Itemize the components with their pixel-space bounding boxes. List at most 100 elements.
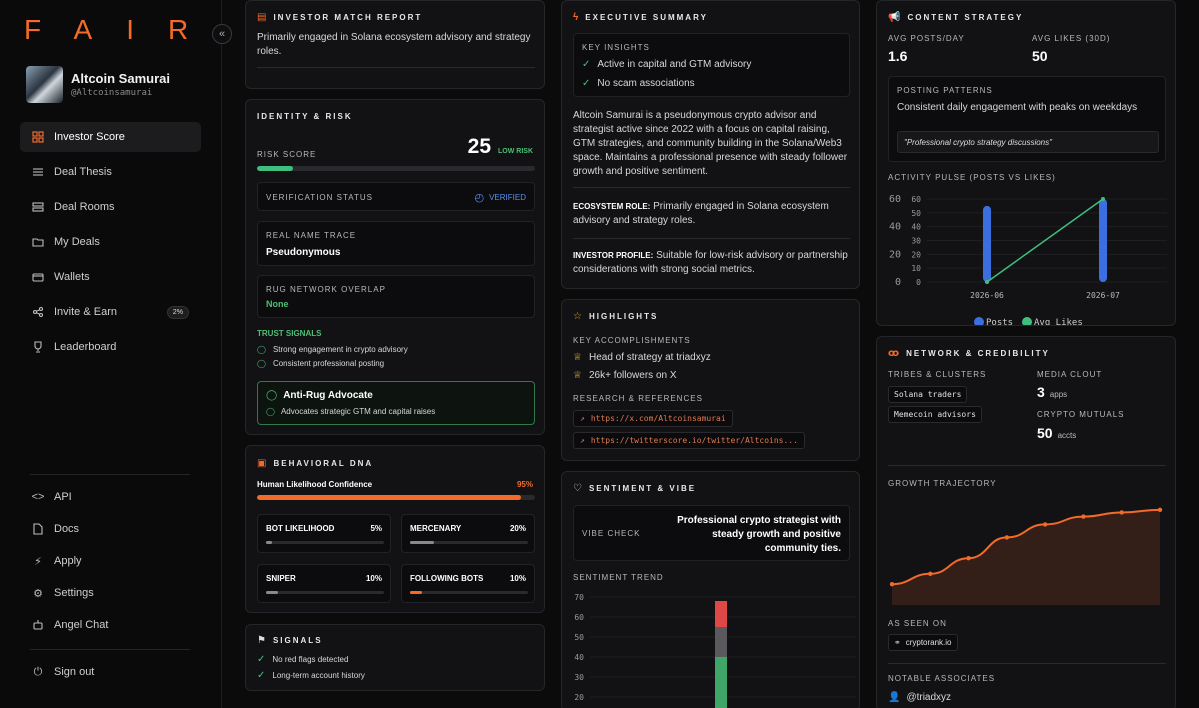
metric-bar — [410, 541, 528, 544]
panel-title: ♡ SENTIMENT & VIBE — [573, 483, 697, 494]
metric-label: SNIPER — [266, 574, 296, 583]
real-name-box: REAL NAME TRACE Pseudonymous — [257, 221, 535, 266]
nav-settings[interactable]: ⚙ Settings — [20, 578, 201, 608]
sliders-icon — [31, 165, 45, 179]
star-icon: ☆ — [573, 311, 582, 322]
nav-label: API — [54, 491, 72, 503]
key-insights-box: KEY INSIGHTS ✓ Active in capital and GTM … — [573, 33, 850, 97]
behavior-metric-card: MERCENARY 20% — [401, 514, 535, 553]
collapse-sidebar-button[interactable]: « — [212, 24, 232, 44]
panel-title: ꝏ NETWORK & CREDIBILITY — [888, 348, 1050, 359]
signal-item: ✓ No red flags detected — [257, 654, 349, 665]
metric-label: BOT LIKELIHOOD — [266, 524, 335, 533]
y-tick-label-left: 40 — [889, 222, 901, 233]
signout-button[interactable]: ⏻ Sign out — [20, 657, 201, 687]
legend-likes-swatch — [1022, 317, 1032, 325]
panel-title: IDENTITY & RISK — [257, 112, 353, 121]
vibe-check-box: VIBE CHECK Professional crypto strategis… — [573, 505, 850, 561]
associate-item[interactable]: 👤 @triadxyz — [888, 692, 952, 703]
nav-label: Leaderboard — [54, 341, 117, 353]
anti-rug-text: ◯ Advocates strategic GTM and capital rai… — [266, 407, 436, 416]
posts-bar — [983, 205, 991, 282]
nav-deal-thesis[interactable]: Deal Thesis — [20, 157, 201, 187]
clout-unit: apps — [1049, 390, 1068, 399]
tribe-chip[interactable]: Memecoin advisors — [888, 406, 982, 423]
power-icon: ⏻ — [33, 665, 43, 678]
reference-link[interactable]: ↗ https://x.com/Altcoinsamurai — [573, 410, 733, 427]
fair-logo[interactable]: FAIR — [24, 14, 223, 45]
real-name-label: REAL NAME TRACE — [266, 231, 357, 240]
growth-point — [1042, 522, 1048, 527]
vibe-label: VIBE CHECK — [582, 529, 641, 538]
gear-icon: ⚙ — [33, 587, 43, 600]
growth-point — [966, 556, 971, 561]
megaphone-icon: 📢 — [888, 12, 901, 23]
investor-profile: INVESTOR PROFILE: Suitable for low-risk … — [573, 250, 848, 275]
profile-handle: @Altcoinsamurai — [71, 88, 153, 98]
nav-investor-score[interactable]: Investor Score — [20, 122, 201, 152]
clout-value: 3 — [1037, 384, 1045, 400]
divider — [573, 238, 850, 239]
trust-signal-item: ◯ Consistent professional posting — [257, 359, 385, 368]
growth-point — [1081, 514, 1086, 519]
verified-icon: ◴ — [474, 192, 485, 204]
nav-label: Wallets — [54, 271, 90, 283]
nav-label: Angel Chat — [54, 619, 109, 631]
growth-area — [892, 509, 1160, 605]
signal-item: ✓ Long-term account history — [257, 670, 365, 681]
nav-apply[interactable]: ⚡ Apply — [20, 546, 201, 576]
nav-my-deals[interactable]: My Deals — [20, 227, 201, 257]
seen-on-chip[interactable]: ⚭ cryptorank.io — [888, 634, 958, 651]
patterns-text: Consistent daily engagement with peaks o… — [897, 102, 1138, 113]
check-icon: ✓ — [257, 654, 266, 665]
nav-label: Deal Thesis — [54, 166, 112, 178]
metric-label: FOLLOWING BOTS — [410, 574, 484, 583]
mutuals: 50 accts — [1037, 425, 1076, 441]
y-tick-label-left: 0 — [895, 277, 901, 288]
report-icon: ▤ — [257, 12, 267, 23]
metric-bar-fill — [266, 591, 278, 594]
nav-wallets[interactable]: Wallets — [20, 262, 201, 292]
mutuals-label: CRYPTO MUTUALS — [1037, 410, 1125, 419]
metric-bar — [410, 591, 528, 594]
pulse-label: ACTIVITY PULSE (POSTS VS LIKES) — [888, 173, 1056, 182]
metric-value: 20% — [509, 524, 526, 533]
highlights-panel: ☆ HIGHLIGHTS KEY ACCOMPLISHMENTS ♕ Head of… — [561, 299, 860, 461]
human-bar — [257, 495, 535, 500]
metric-bar-fill — [266, 541, 272, 544]
likes-point — [1101, 197, 1105, 201]
profile-card[interactable]: Altcoin Samurai @Altcoinsamurai — [26, 66, 170, 103]
accomplishment-item: ♕ Head of strategy at triadxyz — [573, 352, 711, 363]
sentiment-panel: ♡ SENTIMENT & VIBE VIBE CHECK Professiona… — [561, 471, 860, 708]
nav-label: Deal Rooms — [54, 201, 115, 213]
investor-match-text: Primarily engaged in Solana ecosystem ad… — [257, 32, 531, 57]
y-tick-label-right: 10 — [911, 264, 921, 273]
bolt-icon: ϟ — [573, 12, 579, 23]
growth-point — [889, 582, 895, 587]
reference-link[interactable]: ↗ https://twitterscore.io/twitter/Altcoin… — [573, 432, 805, 449]
divider — [888, 663, 1166, 664]
verification-box: VERIFICATION STATUS ◴ VERIFIED — [257, 182, 535, 211]
seen-label: AS SEEN ON — [888, 619, 947, 628]
signout-nav: ⏻ Sign out — [20, 657, 201, 692]
posts-bar — [1099, 199, 1107, 282]
nav-docs[interactable]: Docs — [20, 514, 201, 544]
nav-angel-chat[interactable]: Angel Chat — [20, 610, 201, 640]
nav-label: Docs — [54, 523, 80, 535]
sentiment-bar-segment — [715, 601, 727, 627]
folder-icon — [31, 235, 45, 249]
nav-api[interactable]: <> API — [20, 482, 201, 512]
metric-bar — [266, 591, 384, 594]
nav-invite-earn[interactable]: Invite & Earn 2% — [20, 297, 201, 327]
check-icon: ✓ — [582, 59, 591, 70]
network-credibility-panel: ꝏ NETWORK & CREDIBILITY TRIBES & CLUSTERS… — [876, 336, 1176, 708]
references-label: RESEARCH & REFERENCES — [573, 394, 703, 403]
signout-label: Sign out — [54, 666, 95, 678]
divider — [888, 465, 1166, 466]
tribe-chip[interactable]: Solana traders — [888, 386, 968, 403]
nav-label: My Deals — [54, 236, 100, 248]
nav-leaderboard[interactable]: Leaderboard — [20, 332, 201, 362]
nav-deal-rooms[interactable]: Deal Rooms — [20, 192, 201, 222]
risk-level: LOW RISK — [498, 148, 533, 155]
y-tick-label: 20 — [574, 693, 584, 702]
